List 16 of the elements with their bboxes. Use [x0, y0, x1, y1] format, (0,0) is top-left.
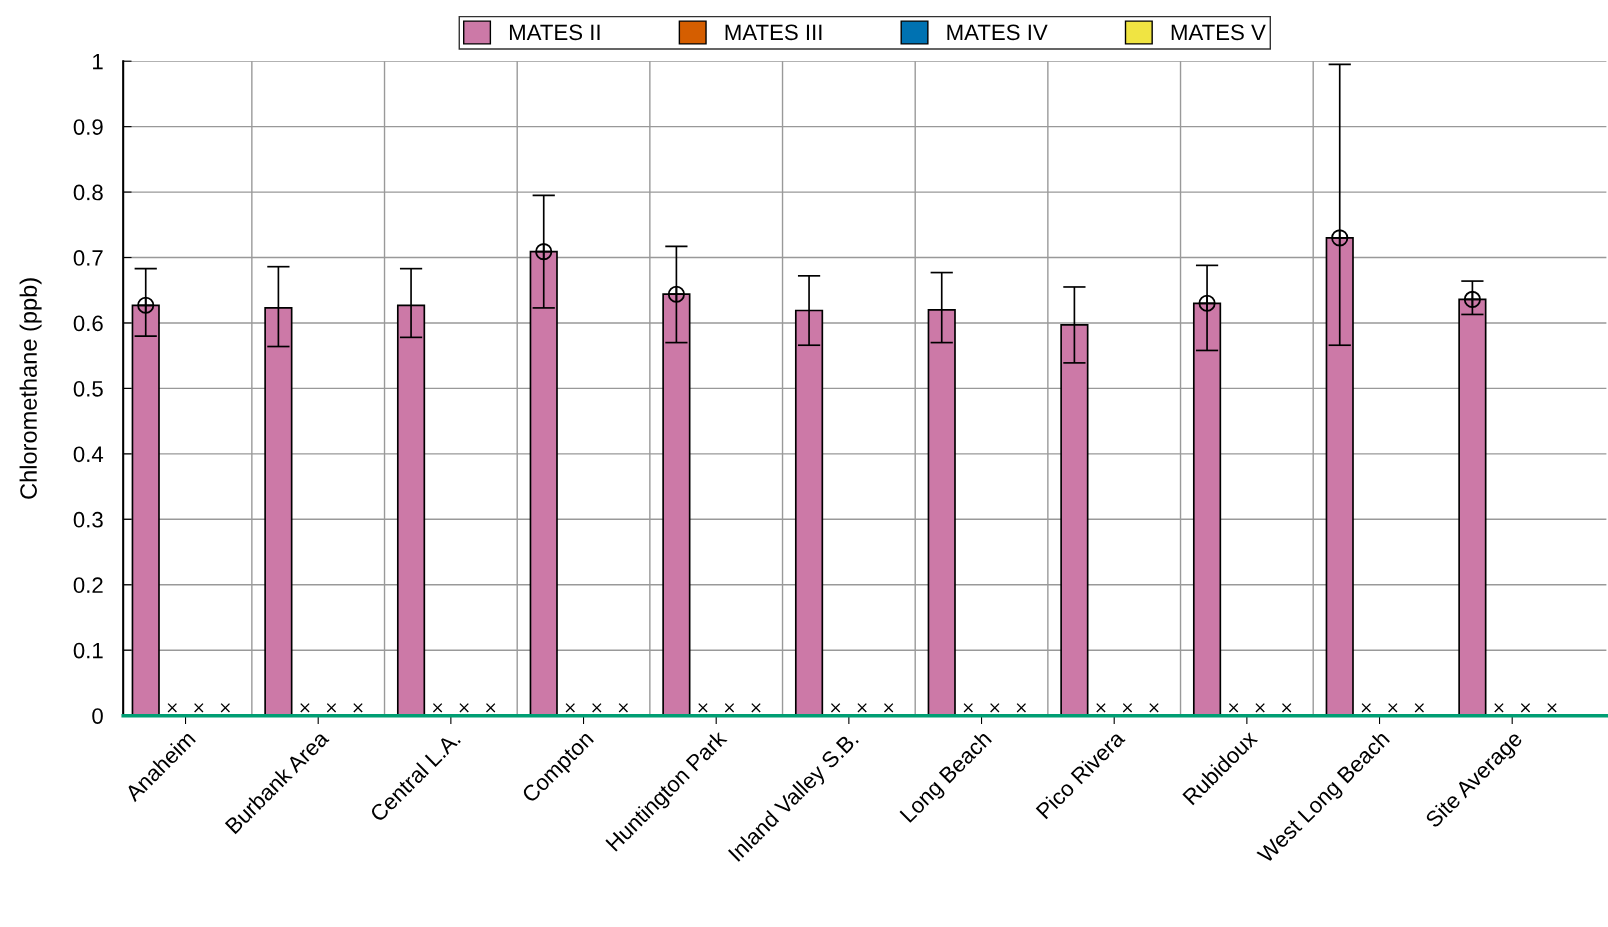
y-tick-label: 1 [93, 53, 103, 70]
y-tick-label: 0.7 [73, 250, 103, 266]
legend-label: MATES II [509, 24, 600, 41]
legend-label: MATES III [725, 24, 822, 41]
y-tick-label: 0.3 [73, 511, 103, 528]
legend-label: MATES V [1171, 24, 1266, 41]
y-tick-label: 0.1 [73, 642, 103, 659]
y-axis-title: Chloromethane (ppb) [19, 278, 42, 499]
y-tick-label: 0 [92, 708, 103, 724]
y-tick-label: 0.9 [73, 119, 103, 135]
y-tick-label: 0.4 [73, 446, 104, 463]
legend-label: MATES IV [947, 24, 1048, 41]
y-tick-label: 0.2 [73, 577, 103, 594]
y-tick-label: 0.5 [73, 380, 103, 397]
y-tick-label: 0.6 [73, 315, 103, 332]
y-tick-label: 0.8 [73, 184, 103, 201]
